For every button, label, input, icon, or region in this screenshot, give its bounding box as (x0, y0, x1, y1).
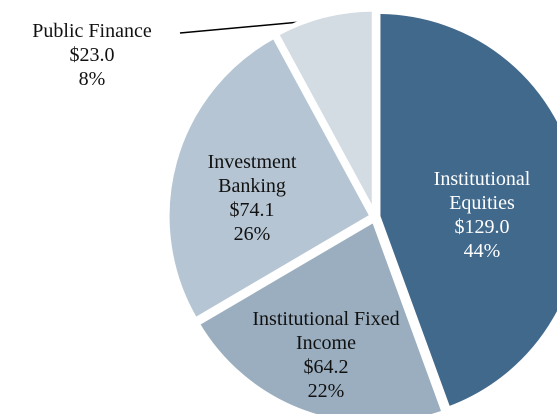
slice-label: Institutional Equities $129.0 44% (407, 167, 557, 263)
slice-label: Public Finance $23.0 8% (0, 19, 192, 91)
percent-label: 8% (78, 68, 106, 90)
percent-label: 22% (307, 380, 345, 402)
percent-label: 44% (463, 240, 501, 262)
slice-label: Institutional Fixed Income $64.2 22% (251, 307, 401, 403)
category-label: Institutional Fixed Income (252, 308, 400, 354)
category-label: Institutional Equities (433, 168, 531, 214)
category-label: Investment Banking (207, 151, 297, 197)
value-label: $64.2 (303, 356, 349, 378)
pie-slice (375, 8, 557, 412)
value-label: $23.0 (69, 44, 115, 66)
pie-slice (164, 33, 375, 323)
percent-label: 26% (233, 223, 271, 245)
category-label: Public Finance (32, 20, 152, 42)
slice-label: Investment Banking $74.1 26% (182, 150, 322, 246)
value-label: $129.0 (454, 216, 510, 238)
pie-slice (273, 6, 377, 217)
value-label: $74.1 (229, 199, 275, 221)
pie-slice (194, 217, 447, 414)
